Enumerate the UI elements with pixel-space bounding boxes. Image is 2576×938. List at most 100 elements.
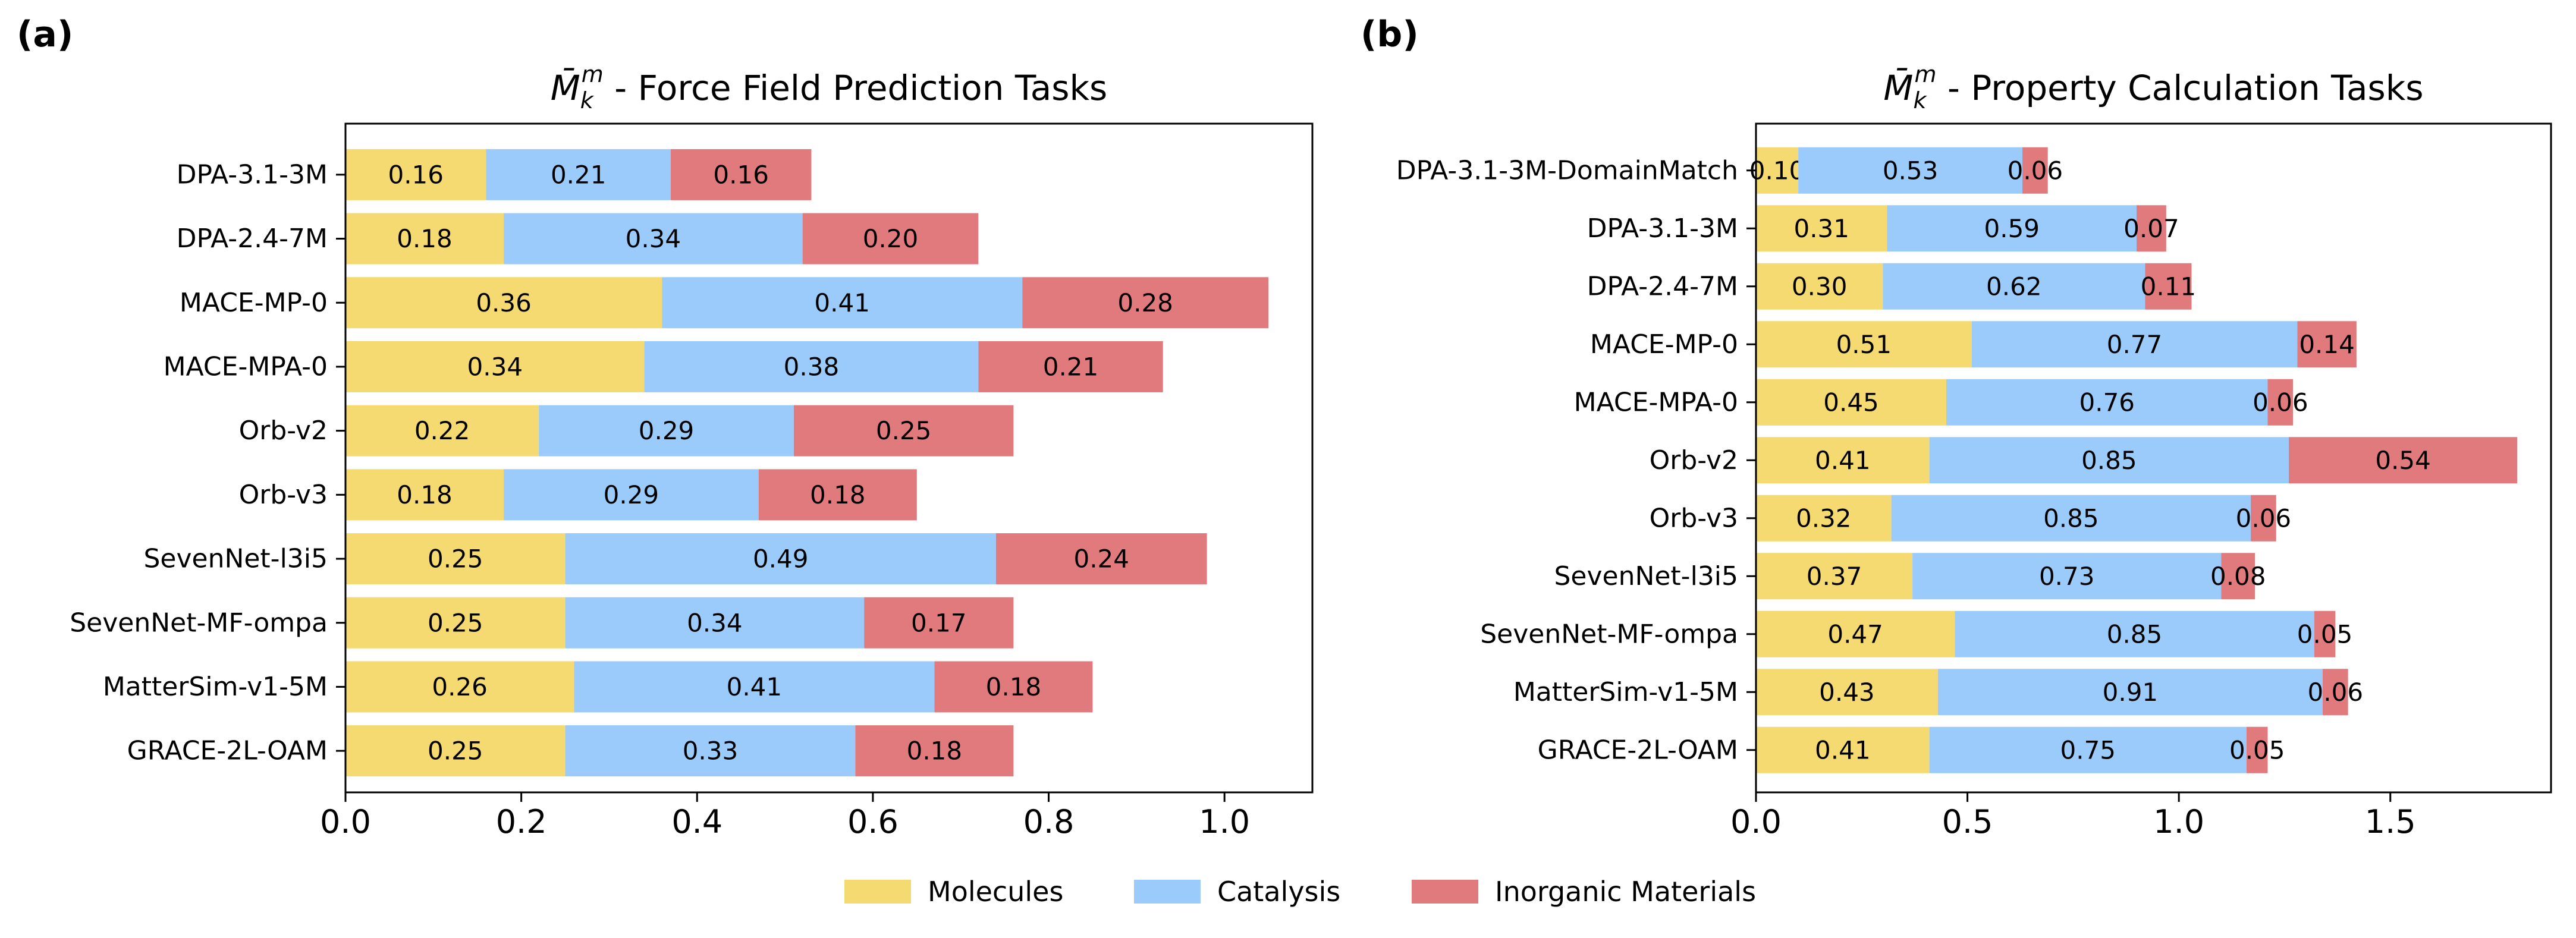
bar-value-label: 0.73	[2039, 562, 2095, 591]
y-tick-label: DPA-3.1-3M	[1587, 213, 1738, 244]
bar-value-label: 0.85	[2081, 446, 2137, 475]
bar-inorganic-materials	[855, 725, 1014, 777]
y-tick-label: DPA-3.1-3M-DomainMatch	[1396, 155, 1738, 185]
panel-b-chart: 0.10 0.53 0.06 DPA-3.1-3M-DomainMatch 0.31 0.…	[1361, 14, 2552, 841]
bar-catalysis	[1929, 437, 2289, 484]
bar-molecules	[1756, 379, 1947, 426]
legend-swatch	[1412, 880, 1478, 904]
bar-value-label: 0.41	[1815, 735, 1871, 764]
title-symbol: M̄	[1883, 67, 1913, 108]
x-tick-label: 0.5	[1942, 803, 1993, 841]
bar-molecules	[1756, 610, 1955, 657]
bar-catalysis	[1946, 379, 2268, 426]
bar-value-label: 0.06	[2308, 678, 2364, 707]
bar-value-label: 0.29	[639, 416, 695, 445]
bar-catalysis	[565, 597, 865, 649]
y-tick-label: GRACE-2L-OAM	[1538, 735, 1738, 765]
bar-catalysis	[1891, 495, 2251, 542]
bar-inorganic-materials	[2251, 495, 2276, 542]
bar-value-label: 0.59	[1984, 214, 2040, 243]
bar-molecules	[1756, 669, 1938, 716]
bar-value-label: 0.22	[414, 416, 470, 445]
bar-value-label: 0.18	[986, 672, 1042, 701]
bar-value-label: 0.11	[2141, 272, 2197, 301]
bar-inorganic-materials	[864, 597, 1014, 649]
panel-label: (b)	[1361, 14, 1419, 55]
bar-value-label: 0.21	[1043, 352, 1099, 381]
panel-label: (a)	[17, 14, 73, 55]
bar-inorganic-materials	[2246, 726, 2268, 773]
bar-catalysis	[539, 405, 794, 457]
x-tick-label: 1.5	[2365, 803, 2416, 841]
y-tick-label: MACE-MPA-0	[164, 351, 328, 382]
bar-value-label: 0.85	[2043, 503, 2099, 533]
bar-value-label: 0.49	[753, 544, 809, 574]
x-tick-label: 0.0	[320, 803, 371, 841]
x-tick-label: 0.0	[1730, 803, 1782, 841]
title-superscript: m	[582, 61, 604, 87]
bar-catalysis	[1883, 263, 2145, 310]
bar-value-label: 0.30	[1792, 272, 1848, 301]
bar-value-label: 0.21	[551, 160, 607, 189]
title-subscript: k	[580, 87, 595, 114]
y-tick-label: MACE-MP-0	[180, 288, 328, 318]
y-tick-label: SevenNet-MF-ompa	[70, 608, 328, 638]
bar-inorganic-materials	[2221, 553, 2255, 600]
bar-molecules	[345, 725, 566, 777]
bar-value-label: 0.34	[687, 608, 743, 637]
bar-value-label: 0.25	[428, 736, 483, 766]
y-tick-label: MatterSim-v1-5M	[1513, 677, 1738, 707]
bar-value-label: 0.18	[810, 480, 866, 509]
bar-value-label: 0.37	[1807, 562, 1862, 591]
bar-value-label: 0.29	[604, 480, 659, 509]
bar-value-label: 0.41	[727, 672, 783, 701]
title-superscript: m	[1914, 61, 1936, 87]
bar-value-label: 0.31	[1793, 214, 1849, 243]
bar-catalysis	[504, 213, 803, 265]
y-tick-label: DPA-2.4-7M	[177, 224, 328, 254]
bar-value-label: 0.91	[2103, 678, 2159, 707]
bar-value-label: 0.45	[1823, 388, 1879, 417]
bar-value-label: 0.18	[397, 480, 453, 509]
plot-frame	[1755, 122, 2552, 794]
legend-swatch	[1134, 880, 1201, 904]
bar-catalysis	[1971, 321, 2298, 368]
bar-value-label: 0.20	[863, 224, 919, 253]
bar-inorganic-materials	[2322, 669, 2348, 716]
bar-value-label: 0.33	[683, 736, 739, 766]
bar-value-label: 0.76	[2079, 388, 2135, 417]
y-tick-label: DPA-2.4-7M	[1587, 271, 1738, 301]
bar-value-label: 0.25	[876, 416, 932, 445]
bar-value-label: 0.54	[2375, 446, 2431, 475]
bar-molecules	[1756, 553, 1913, 600]
bar-catalysis	[1912, 553, 2222, 600]
x-tick-label: 0.2	[496, 803, 547, 841]
bar-value-label: 0.14	[2299, 330, 2355, 359]
x-tick-label: 1.0	[2153, 803, 2204, 841]
y-tick-label: GRACE-2L-OAM	[127, 736, 328, 766]
bar-molecules	[1756, 726, 1930, 773]
bar-inorganic-materials	[995, 533, 1207, 585]
legend-label: Inorganic Materials	[1495, 876, 1756, 908]
bar-molecules	[345, 533, 566, 585]
bar-value-label: 0.85	[2107, 619, 2163, 649]
title-text: - Property Calculation Tasks	[1937, 68, 2424, 108]
bar-inorganic-materials	[978, 341, 1163, 392]
bar-molecules	[1756, 147, 1799, 194]
legend-label: Catalysis	[1217, 876, 1340, 908]
bar-molecules	[345, 277, 662, 329]
legend-label: Molecules	[928, 876, 1063, 908]
bar-inorganic-materials	[2022, 147, 2048, 194]
bar-value-label: 0.06	[2236, 503, 2292, 533]
bar-value-label: 0.38	[784, 352, 840, 381]
x-tick-label: 0.6	[847, 803, 899, 841]
bar-value-label: 0.32	[1796, 503, 1852, 533]
bar-inorganic-materials	[2297, 321, 2357, 368]
title-symbol: M̄	[551, 67, 580, 108]
bar-molecules	[1756, 495, 1892, 542]
bar-molecules	[345, 661, 574, 713]
bar-value-label: 0.18	[397, 224, 453, 253]
y-tick-label: Orb-v2	[1650, 445, 1738, 476]
bar-value-label: 0.18	[907, 736, 963, 766]
bar-inorganic-materials	[2289, 437, 2518, 484]
